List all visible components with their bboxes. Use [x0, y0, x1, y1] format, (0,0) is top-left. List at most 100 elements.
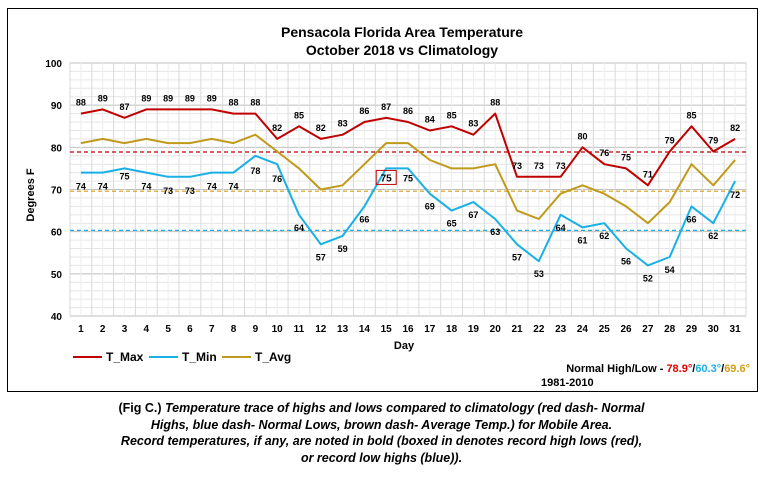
tmin-data-label: 73 [185, 186, 195, 196]
tmin-data-label: 59 [338, 244, 348, 254]
x-tick-label: 4 [144, 324, 150, 335]
x-tick-label: 9 [253, 324, 259, 335]
tmax-data-label: 73 [556, 161, 566, 171]
caption-line-1: (Fig C.) Temperature trace of highs and … [0, 400, 763, 417]
tmax-data-label: 88 [490, 98, 500, 108]
tmax-data-label: 82 [272, 123, 282, 133]
tmin-data-label: 64 [556, 223, 566, 233]
x-tick-label: 28 [664, 324, 676, 335]
tmin-line [80, 154, 736, 267]
normal-high-value: 78.9° [666, 363, 692, 375]
y-tick-label: 40 [51, 312, 63, 323]
tmin-data-label: 61 [577, 235, 587, 245]
x-tick-label: 26 [621, 324, 633, 335]
x-tick-label: 10 [272, 324, 284, 335]
x-tick-label: 1 [78, 324, 84, 335]
x-tick-label: 6 [187, 324, 193, 335]
tmax-data-label: 76 [599, 148, 609, 158]
x-tick-label: 23 [555, 324, 567, 335]
normals-note-line: Normal High/Low - 78.9°/60.3°/69.6° [566, 363, 750, 375]
x-tick-label: 31 [730, 324, 742, 335]
caption-line-2: Highs, blue dash- Normal Lows, brown das… [150, 417, 613, 432]
tmin-data-label: 62 [599, 231, 609, 241]
x-tick-label: 20 [490, 324, 502, 335]
tmin-data-label: 74 [98, 182, 108, 192]
x-tick-label: 11 [294, 324, 305, 335]
tmin-data-label: 62 [708, 231, 718, 241]
tmax-data-label: 80 [577, 131, 587, 141]
tmin-data-label: 75 [403, 173, 413, 183]
x-tick-label: 27 [642, 324, 654, 335]
temperature-chart: Pensacola Florida Area Temperature Octob… [25, 24, 750, 389]
tmin-data-label: 63 [490, 227, 500, 237]
tmax-data-label: 85 [294, 110, 304, 120]
tmax-data-label: 88 [229, 98, 239, 108]
tmin-data-label: 78 [250, 166, 260, 176]
tmax-data-label: 79 [708, 136, 718, 146]
tmin-data-label: 67 [468, 210, 478, 220]
tmax-data-label: 84 [425, 114, 435, 124]
tmax-data-label: 88 [250, 98, 260, 108]
tmax-data-label: 86 [359, 106, 369, 116]
x-tick-label: 12 [315, 324, 327, 335]
x-tick-label: 15 [381, 324, 393, 335]
caption-text-1: Temperature trace of highs and lows comp… [165, 401, 645, 415]
tmin-data-label: 74 [141, 182, 151, 192]
tmax-data-label: 79 [665, 136, 675, 146]
tmin-data-label: 54 [665, 265, 675, 275]
tmax-data-label: 85 [686, 110, 696, 120]
tmin-data-label: 64 [294, 223, 304, 233]
x-tick-label: 30 [708, 324, 720, 335]
x-tick-label: 3 [122, 324, 128, 335]
y-tick-label: 60 [51, 228, 63, 239]
tmin-data-label: 74 [207, 182, 217, 192]
caption-line-4: or record low highs (blue)). [300, 450, 463, 465]
x-tick-label: 21 [511, 324, 523, 335]
y-tick-label: 70 [51, 186, 63, 197]
x-tick-label: 22 [533, 324, 545, 335]
tmin-data-label: 69 [425, 202, 435, 212]
tavg-line [80, 133, 736, 225]
x-tick-label: 14 [359, 324, 371, 335]
tmax-data-label: 82 [316, 123, 326, 133]
tmax-data-label: 83 [338, 119, 348, 129]
tmin-data-label: 57 [512, 252, 522, 262]
tmax-data-label: 83 [468, 119, 478, 129]
y-tick-label: 50 [51, 270, 63, 281]
x-tick-label: 5 [165, 324, 171, 335]
x-tick-label: 29 [686, 324, 698, 335]
y-axis-label: Degrees F [25, 168, 37, 221]
tmin-data-label: 73 [163, 186, 173, 196]
x-tick-label: 8 [231, 324, 237, 335]
tmin-data-label: 76 [272, 174, 282, 184]
y-tick-label: 100 [45, 59, 62, 70]
tmin-data-label: 57 [316, 252, 326, 262]
tmax-data-label: 89 [98, 93, 108, 103]
tmax-data-label: 85 [447, 110, 457, 120]
tmin-data-label: 53 [534, 269, 544, 279]
tmin-data-label: 66 [359, 214, 369, 224]
tmin-data-label: 66 [686, 214, 696, 224]
tmax-data-label: 89 [185, 93, 195, 103]
chart-frame: Pensacola Florida Area Temperature Octob… [7, 8, 758, 392]
x-tick-label: 18 [446, 324, 458, 335]
y-tick-label: 80 [51, 143, 63, 154]
normals-note: Normal High/Low - 78.9°/60.3°/69.6° 1981… [541, 363, 750, 389]
x-axis-label: Day [394, 340, 415, 352]
y-tick-label: 90 [51, 101, 63, 112]
normals-sep-1: / [692, 363, 695, 375]
normals-note-caption: Normal High/Low - [566, 363, 666, 375]
tmax-data-label: 87 [381, 102, 391, 112]
tmax-line [80, 108, 736, 187]
normal-low-value: 60.3° [695, 363, 721, 375]
x-tick-label: 13 [337, 324, 349, 335]
chart-title: Pensacola Florida Area Temperature [281, 24, 523, 40]
tmax-data-label: 71 [643, 169, 653, 179]
caption-prefix: (Fig C.) [118, 401, 165, 415]
x-tick-label: 19 [468, 324, 480, 335]
tmax-data-label: 88 [76, 98, 86, 108]
tmax-data-label: 89 [207, 93, 217, 103]
x-tick-label: 25 [599, 324, 611, 335]
tmin-data-label: 74 [229, 182, 239, 192]
tmax-data-label: 75 [621, 152, 631, 162]
